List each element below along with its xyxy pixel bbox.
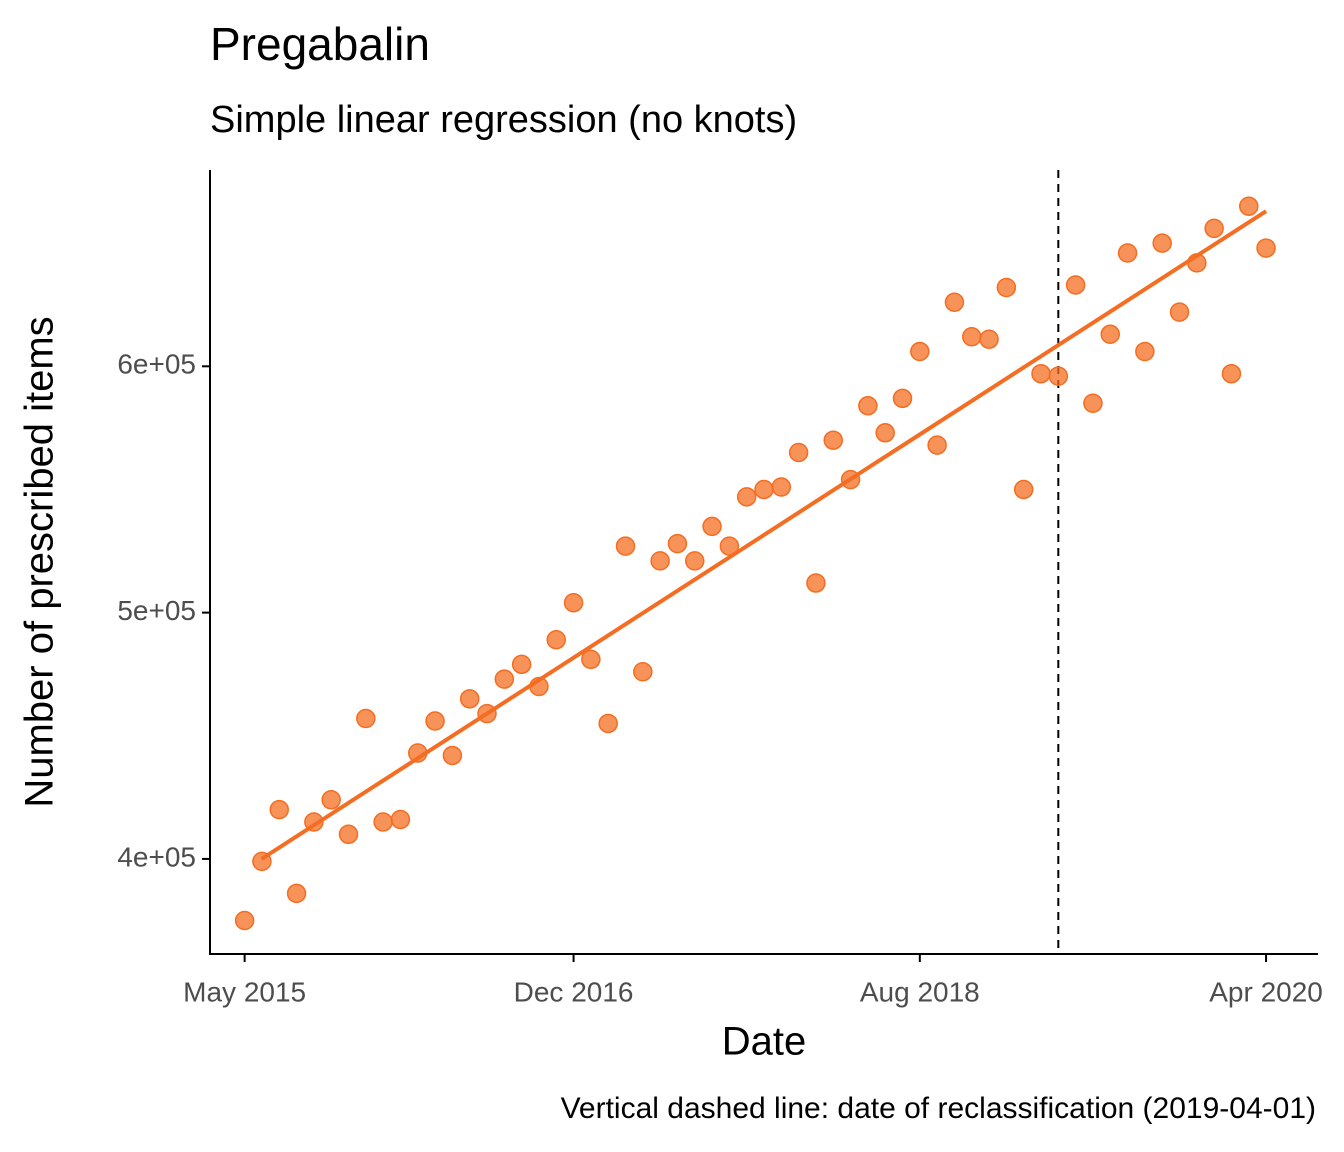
- point: [736, 487, 757, 507]
- x-tick-label: May 2015: [183, 976, 306, 1007]
- point: [1239, 196, 1259, 216]
- point: [1135, 341, 1155, 362]
- x-axis-title: Date: [722, 1020, 807, 1064]
- point: [511, 654, 532, 675]
- point: [1100, 324, 1120, 345]
- y-tick-label: 6e+05: [117, 349, 196, 380]
- point: [494, 669, 515, 689]
- point: [806, 573, 826, 593]
- point: [546, 629, 566, 650]
- x-tick-label: Dec 2016: [514, 976, 634, 1007]
- point: [1065, 275, 1086, 295]
- point: [927, 435, 947, 455]
- point: [823, 430, 843, 450]
- point: [373, 812, 393, 832]
- point: [286, 883, 307, 904]
- point: [425, 711, 445, 731]
- point: [875, 423, 895, 443]
- point: [581, 649, 601, 670]
- point: [685, 551, 705, 571]
- point: [1221, 363, 1242, 384]
- point: [1204, 218, 1224, 239]
- point: [702, 516, 722, 537]
- point: [1083, 393, 1103, 414]
- point: [996, 277, 1017, 298]
- point: [338, 824, 359, 845]
- point: [771, 477, 792, 497]
- point: [1117, 243, 1138, 263]
- point: [356, 708, 376, 729]
- point: [1152, 233, 1172, 253]
- point: [563, 593, 584, 613]
- point: [788, 442, 809, 463]
- point: [650, 551, 670, 571]
- point: [1013, 479, 1034, 500]
- point: [442, 745, 463, 766]
- point: [910, 341, 930, 362]
- point: [390, 809, 411, 830]
- point: [269, 799, 289, 820]
- point: [321, 790, 341, 810]
- point: [892, 388, 913, 409]
- point: [1256, 238, 1276, 258]
- chart-subtitle: Simple linear regression (no knots): [210, 99, 797, 141]
- x-tick-label: Aug 2018: [860, 976, 980, 1007]
- point: [633, 661, 653, 682]
- chart-title: Pregabalin: [210, 18, 430, 70]
- point: [234, 910, 255, 931]
- point: [615, 536, 636, 556]
- point: [1031, 363, 1051, 384]
- point: [858, 395, 878, 416]
- y-tick-label: 4e+05: [117, 841, 196, 872]
- point: [944, 292, 965, 313]
- caption: Vertical dashed line: date of reclassifi…: [561, 1092, 1316, 1125]
- point: [754, 479, 774, 500]
- point: [962, 327, 982, 347]
- point: [1048, 366, 1069, 386]
- point: [979, 329, 999, 349]
- regression-line: [260, 209, 1268, 861]
- point: [1169, 302, 1190, 322]
- x-tick-label: Apr 2020: [1209, 976, 1323, 1007]
- y-axis-title: Number of prescribed items: [18, 316, 62, 807]
- y-tick-label: 5e+05: [117, 595, 196, 626]
- point: [667, 533, 688, 554]
- point: [598, 713, 618, 734]
- point: [459, 689, 480, 709]
